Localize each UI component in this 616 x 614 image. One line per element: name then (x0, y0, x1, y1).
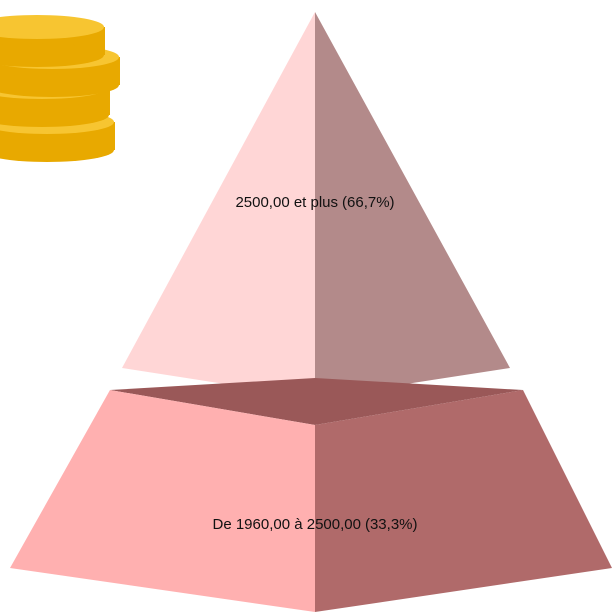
segment-category: 2500,00 et plus (235, 194, 338, 211)
segment-category: De 1960,00 à 2500,00 (213, 516, 361, 533)
pyramid-segment-right (315, 390, 612, 612)
pyramid-segment-left (10, 390, 315, 612)
segment-value: (33,3%) (365, 516, 418, 533)
segment-label: 2500,00 et plus(66,7%) (235, 194, 394, 211)
page: 2500,00 et plus(66,7%) De 1960,00 à 2500,… (0, 0, 616, 614)
segment-value: (66,7%) (342, 194, 395, 211)
chart: 2500,00 et plus(66,7%) De 1960,00 à 2500,… (0, 0, 616, 614)
segment-label: De 1960,00 à 2500,00(33,3%) (213, 516, 418, 533)
coins-icon (0, 15, 120, 162)
